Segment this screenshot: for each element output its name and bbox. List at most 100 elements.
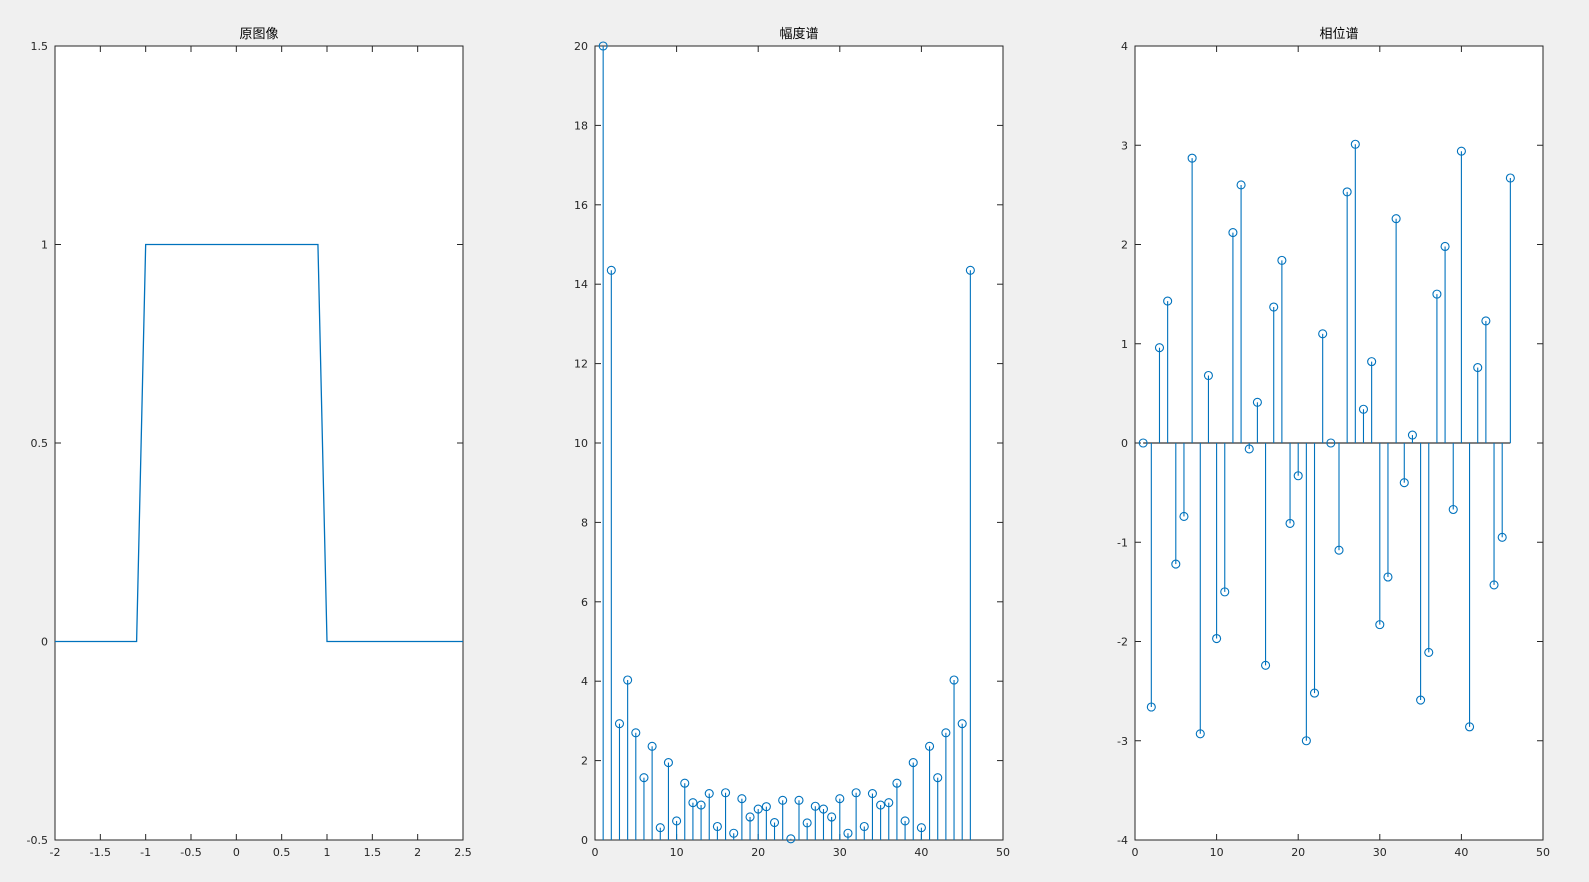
stem-marker	[769, 817, 780, 828]
stem-marker	[680, 778, 690, 788]
stem-marker	[1489, 580, 1499, 590]
y-tick-label: 16	[574, 199, 588, 212]
stem-marker	[761, 802, 771, 812]
stem-marker	[925, 741, 935, 751]
y-tick-label: 2	[581, 755, 588, 768]
stem-marker	[900, 816, 910, 826]
stem-marker	[827, 812, 837, 822]
stem-marker	[1285, 518, 1295, 528]
stem-marker	[1220, 587, 1230, 597]
x-tick-label: 20	[1291, 846, 1305, 859]
y-tick-label: 0	[41, 636, 48, 649]
stem-marker	[1334, 545, 1344, 555]
plot-area	[54, 45, 464, 841]
x-tick-label: 30	[1373, 846, 1387, 859]
y-tick-label: 3	[1121, 139, 1128, 152]
stem-marker	[704, 789, 714, 799]
stem-marker	[859, 821, 869, 832]
stem-marker	[688, 798, 698, 808]
stem-marker	[1309, 688, 1320, 698]
stem-marker	[1212, 633, 1222, 644]
stem-marker	[1473, 363, 1483, 373]
plot-area	[594, 45, 1004, 841]
stem-marker	[1375, 620, 1385, 630]
stem-marker	[1236, 180, 1246, 190]
x-tick-label: 1.5	[364, 846, 382, 859]
stem-marker	[810, 801, 820, 811]
y-tick-label: 2	[1121, 239, 1128, 252]
stem-marker	[851, 788, 861, 798]
x-tick-label: 30	[833, 846, 847, 859]
stem-marker	[1424, 647, 1434, 657]
stem-marker	[1203, 370, 1213, 381]
stem-marker	[843, 828, 853, 838]
stem-marker	[835, 794, 845, 804]
stem-marker	[1138, 438, 1148, 448]
y-tick-label: 14	[574, 278, 588, 291]
stem-marker	[1350, 139, 1360, 149]
stem-marker	[867, 789, 877, 799]
stem-marker	[1456, 146, 1466, 156]
chart-title: 相位谱	[1319, 27, 1358, 42]
stem-marker	[1383, 572, 1393, 582]
stem-marker	[1416, 695, 1426, 705]
stem-marker	[1261, 660, 1271, 670]
x-tick-label: 2	[414, 846, 421, 859]
stem-marker	[639, 773, 649, 783]
x-tick-label: 20	[751, 846, 765, 859]
stem-marker	[1407, 430, 1417, 440]
y-tick-label: 4	[1121, 40, 1128, 53]
stem-marker	[892, 778, 902, 788]
chart-title: 幅度谱	[779, 26, 818, 42]
x-tick-label: 0	[592, 846, 599, 859]
stem-marker	[737, 794, 747, 804]
x-tick-label: -2	[50, 846, 61, 859]
y-tick-label: 10	[574, 437, 588, 450]
stem-marker	[1252, 397, 1262, 407]
stem-marker	[1146, 702, 1156, 712]
subplot-phase-spectrum: 相位谱 0 10 20 30 40 50 -4 -3 -2 -1 0 1 2 3 4	[1117, 27, 1550, 859]
stem-marker	[941, 728, 951, 738]
x-tick-label: 2.5	[454, 846, 472, 859]
y-tick-label: 8	[581, 516, 588, 529]
x-tick-label: 0.5	[273, 846, 291, 859]
stem-marker	[957, 719, 967, 729]
stem-marker	[1179, 511, 1189, 521]
stem-marker	[696, 800, 706, 810]
stem-marker	[1244, 444, 1254, 454]
stem-marker	[1391, 214, 1401, 224]
stem-marker	[1228, 228, 1238, 238]
stem-marker	[778, 795, 788, 805]
x-tick-label: 40	[1454, 846, 1468, 859]
stem-marker	[1399, 478, 1409, 488]
y-tick-label: 1.5	[31, 40, 49, 53]
stem-marker	[1195, 729, 1205, 739]
stem-marker	[729, 828, 739, 838]
subplot-amplitude-spectrum: 幅度谱 0 10 20 30 40 50 0 2 4 6 8 10 12 14 16 18 20	[574, 26, 1010, 859]
y-tick-label: -1	[1117, 536, 1128, 549]
x-tick-label: 50	[1536, 846, 1550, 859]
x-tick-label: -0.5	[180, 846, 201, 859]
y-tick-label: -3	[1117, 735, 1128, 748]
stem-marker	[721, 788, 731, 798]
y-tick-label: 18	[574, 119, 588, 132]
y-tick-label: 1	[41, 239, 48, 252]
stem-marker	[884, 798, 894, 808]
stem-marker	[647, 741, 657, 751]
stem-marker	[631, 728, 641, 738]
stem-marker	[933, 773, 943, 783]
y-tick-label: 6	[581, 596, 588, 609]
y-tick-label: 0.5	[31, 437, 49, 450]
stem-marker	[1154, 343, 1165, 353]
y-tick-label: 0	[1121, 437, 1128, 450]
x-tick-label: 1	[324, 846, 331, 859]
stem-marker	[818, 804, 829, 814]
stem-marker	[1465, 722, 1475, 732]
x-tick-label: 50	[996, 846, 1010, 859]
stem-marker	[1301, 736, 1311, 746]
stem-marker	[753, 804, 763, 814]
stem-marker	[794, 795, 804, 805]
stem-marker	[965, 265, 975, 275]
stem-marker	[1163, 296, 1173, 306]
